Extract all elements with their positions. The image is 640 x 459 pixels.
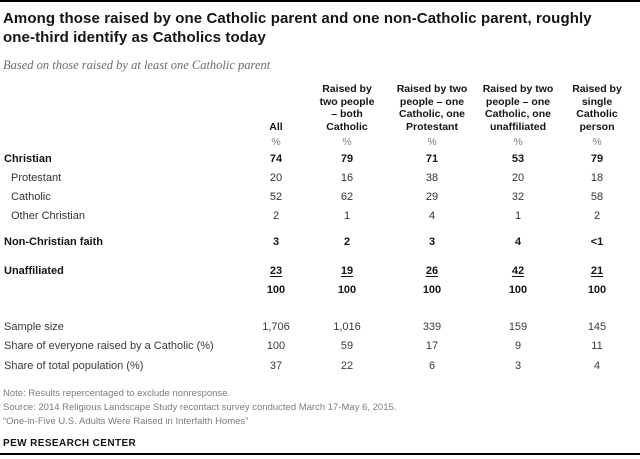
unit-percent: %	[427, 135, 437, 148]
row-label: Other Christian	[11, 210, 85, 222]
table-row-catholic: Catholic 52 62 29 32 58	[3, 188, 637, 207]
cell-value: 38	[425, 172, 439, 184]
unit-percent: %	[271, 135, 281, 148]
cell-value: <1	[590, 236, 604, 248]
table-row-non-christian-faith: Non-Christian faith 3 2 3 4 <1	[3, 233, 637, 252]
cell-value: 17	[425, 340, 439, 353]
cell-value: 6	[428, 359, 436, 372]
row-label: Unaffiliated	[4, 265, 64, 277]
cell-value: 26	[425, 265, 439, 277]
cell-value: 2	[272, 210, 280, 222]
row-label: Protestant	[11, 172, 62, 184]
cell-value: 3	[272, 236, 280, 248]
cell-value: 3	[428, 236, 436, 248]
cell-value: 100	[508, 284, 528, 296]
cell-value: 16	[340, 172, 354, 184]
table-row-sample-size: Sample size 1,706 1,016 339 159 145	[3, 317, 637, 337]
pew-research-center-wordmark: PEW RESEARCH CENTER	[3, 437, 137, 449]
cell-value: 18	[590, 172, 604, 184]
cell-value: 145	[587, 320, 607, 333]
cell-value: 2	[343, 236, 351, 248]
cell-value: 159	[508, 320, 528, 333]
cell-value: 62	[340, 191, 354, 203]
table-row-unaffiliated: Unaffiliated 23 19 26 42 21	[3, 262, 637, 281]
source-line: Source: 2014 Religious Landscape Study r…	[3, 401, 397, 413]
note-line: Note: Results repercentaged to exclude n…	[3, 387, 231, 399]
cell-value: 21	[590, 265, 604, 277]
cell-value: 19	[340, 265, 354, 277]
row-label: Catholic	[11, 191, 51, 203]
footnotes: Note: Results repercentaged to exclude n…	[3, 387, 637, 429]
table-row-protestant: Protestant 20 16 38 20 18	[3, 169, 637, 188]
column-header-catholic-protestant: Raised by two people – one Catholic, one…	[396, 83, 468, 133]
row-label: Share of everyone raised by a Catholic (…	[4, 340, 214, 353]
row-label: Sample size	[4, 320, 64, 333]
cell-value: 4	[593, 359, 601, 372]
cell-value: 79	[340, 153, 354, 165]
unit-percent: %	[342, 135, 352, 148]
cell-value: 9	[514, 340, 522, 353]
top-rule	[0, 0, 640, 2]
page-title: Among those raised by one Catholic paren…	[3, 10, 592, 46]
table-row-christian: Christian 74 79 71 53 79	[3, 150, 637, 169]
cell-value: 71	[425, 153, 439, 165]
cell-value: 3	[514, 359, 522, 372]
cell-value: 52	[269, 191, 283, 203]
cell-value: 1,706	[262, 320, 290, 333]
table-header-row: All Raised by two people – both Catholic…	[3, 81, 637, 133]
table-row-share-total-population: Share of total population (%) 37 22 6 3 …	[3, 356, 637, 376]
cell-value: 100	[587, 284, 607, 296]
row-label: Non-Christian faith	[4, 236, 103, 248]
cell-value: 29	[425, 191, 439, 203]
cell-value: 37	[269, 359, 283, 372]
cell-value: 20	[269, 172, 283, 184]
column-header-single-catholic: Raised by single Catholic person	[572, 83, 622, 133]
table-row-share-raised-by-catholic: Share of everyone raised by a Catholic (…	[3, 337, 637, 357]
table-row-other-christian: Other Christian 2 1 4 1 2	[3, 207, 637, 226]
cell-value: 32	[511, 191, 525, 203]
cell-value: 22	[340, 359, 354, 372]
cell-value: 100	[422, 284, 442, 296]
cell-value: 42	[511, 265, 525, 277]
cell-value: 4	[428, 210, 436, 222]
cell-value: 100	[337, 284, 357, 296]
column-header-catholic-unaffiliated: Raised by two people – one Catholic, one…	[482, 83, 554, 133]
unit-percent: %	[592, 135, 602, 148]
column-header-both-catholic: Raised by two people – both Catholic	[319, 83, 375, 133]
unit-row: % % % % %	[3, 133, 637, 150]
cell-value: 23	[269, 265, 283, 277]
cell-value: 79	[590, 153, 604, 165]
cell-value: 100	[266, 284, 286, 296]
row-label: Christian	[4, 153, 52, 165]
cell-value: 339	[422, 320, 442, 333]
cell-value: 53	[511, 153, 525, 165]
table-row-total: 100 100 100 100 100	[3, 281, 637, 300]
row-label: Share of total population (%)	[4, 359, 144, 372]
cell-value: 2	[593, 210, 601, 222]
unit-percent: %	[513, 135, 523, 148]
cell-value: 74	[269, 153, 283, 165]
cell-value: 59	[340, 340, 354, 353]
cell-value: 1	[514, 210, 522, 222]
bottom-rule	[0, 453, 640, 455]
report-title-line: “One-in-Five U.S. Adults Were Raised in …	[3, 415, 249, 427]
cell-value: 58	[590, 191, 604, 203]
cell-value: 1	[343, 210, 351, 222]
page-subtitle: Based on those raised by at least one Ca…	[3, 58, 271, 72]
cell-value: 11	[591, 340, 603, 353]
column-header-all: All	[269, 120, 283, 133]
cell-value: 20	[511, 172, 525, 184]
cell-value: 4	[514, 236, 522, 248]
cell-value: 100	[266, 340, 286, 353]
cell-value: 1,016	[333, 320, 361, 333]
